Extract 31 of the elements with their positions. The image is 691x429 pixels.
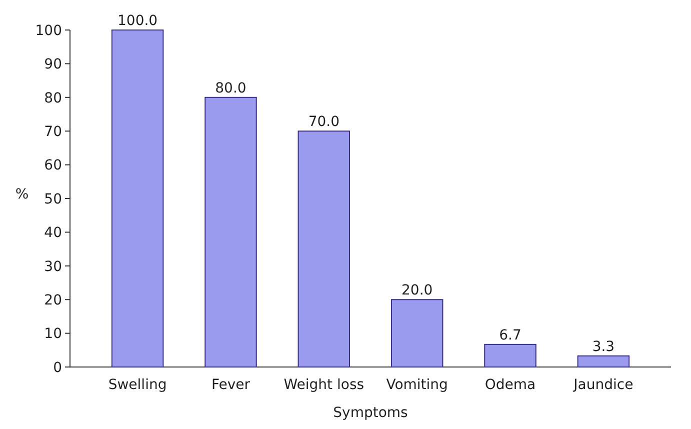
bar (111, 30, 164, 368)
y-tick-label: 30 (44, 258, 62, 275)
y-tick-label: 90 (44, 56, 62, 73)
y-tick-label: 0 (53, 360, 62, 376)
x-tick-label: Fever (211, 377, 250, 393)
data-label: 70.0 (308, 114, 340, 130)
data-label: 6.7 (499, 327, 522, 344)
y-tick-label: 10 (44, 326, 62, 342)
bar (577, 355, 630, 368)
x-tick-label: Swelling (108, 377, 167, 393)
bar (204, 96, 257, 368)
x-tick-label: Weight loss (284, 377, 364, 393)
y-tick-label: 60 (44, 158, 62, 174)
x-tick-label: Odema (484, 377, 536, 393)
bar (298, 130, 350, 368)
y-tick-label: 80 (44, 90, 62, 106)
x-tick-label: Vomiting (386, 377, 448, 393)
data-label: 3.3 (592, 338, 615, 355)
y-axis-title: % (15, 186, 29, 202)
x-axis-title: Symptoms (333, 405, 408, 421)
data-label: 100.0 (118, 13, 158, 29)
data-label: 80.0 (215, 80, 246, 96)
y-tick-label: 40 (44, 225, 62, 242)
y-tick-label: 100 (35, 22, 62, 39)
bar (484, 344, 536, 368)
bar (390, 299, 444, 368)
y-tick-label: 20 (44, 292, 62, 308)
data-label: 20.0 (402, 282, 433, 299)
x-tick-label: Jaundice (572, 377, 634, 393)
y-tick-label: 70 (44, 124, 62, 140)
y-tick-label: 50 (44, 191, 62, 208)
